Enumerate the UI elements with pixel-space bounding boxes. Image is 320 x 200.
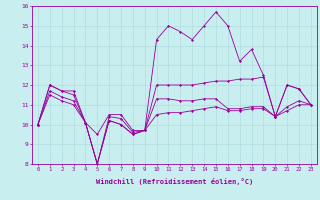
X-axis label: Windchill (Refroidissement éolien,°C): Windchill (Refroidissement éolien,°C): [96, 178, 253, 185]
